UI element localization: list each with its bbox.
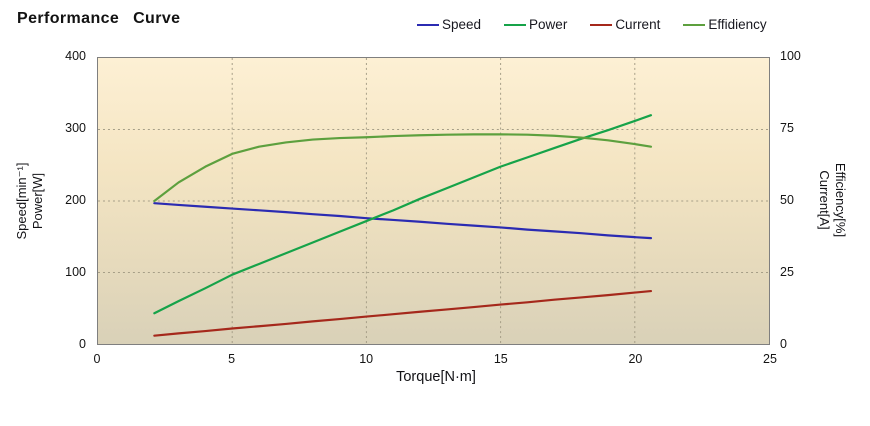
y-tick-left: 200 (65, 193, 86, 207)
legend-item-power: Power (504, 17, 567, 33)
x-tick: 20 (628, 352, 643, 366)
series-line-efficiency (153, 133, 653, 203)
x-tick: 25 (763, 352, 777, 366)
y-axis-right-title: Efficiency[%] Current[A] (816, 140, 848, 260)
x-tick: 10 (359, 352, 374, 366)
x-tick: 5 (228, 352, 236, 366)
legend-line-swatch (683, 24, 706, 26)
legend-label: Speed (442, 17, 482, 32)
legend: Speed Power Current Effidiency (417, 17, 767, 33)
y-tick-right: 0 (780, 337, 787, 351)
y-axis-left-title-line1: Speed[min⁻¹] (14, 162, 29, 240)
legend-label: Current (615, 17, 661, 32)
legend-label: Power (529, 17, 568, 32)
y-tick-left: 100 (65, 265, 86, 279)
y-tick-left: 0 (79, 337, 86, 351)
y-tick-left: 400 (65, 49, 86, 63)
legend-line-swatch (504, 24, 527, 26)
y-tick-right: 100 (780, 49, 801, 63)
x-tick: 15 (493, 352, 508, 366)
y-axis-right-title-line1: Efficiency[%] (833, 162, 848, 238)
y-tick-right: 25 (780, 265, 794, 279)
plot-canvas (98, 58, 769, 344)
plot-area (97, 57, 770, 345)
legend-label: Effidiency (708, 17, 767, 32)
x-tick: 0 (93, 352, 101, 366)
series-line-speed (153, 202, 653, 240)
legend-line-swatch (590, 24, 613, 26)
series-line-power (153, 114, 653, 315)
legend-item-speed: Speed (417, 17, 481, 33)
y-tick-right: 75 (780, 121, 794, 135)
legend-item-effidiency: Effidiency (683, 17, 767, 33)
y-tick-left: 300 (65, 121, 86, 135)
series-line-current (153, 289, 653, 337)
x-axis-title: Torque[N·m] (396, 369, 476, 385)
legend-line-swatch (417, 24, 439, 26)
y-tick-right: 50 (780, 193, 794, 207)
chart-title: Performance Curve (17, 10, 181, 27)
legend-item-current: Current (590, 17, 660, 33)
